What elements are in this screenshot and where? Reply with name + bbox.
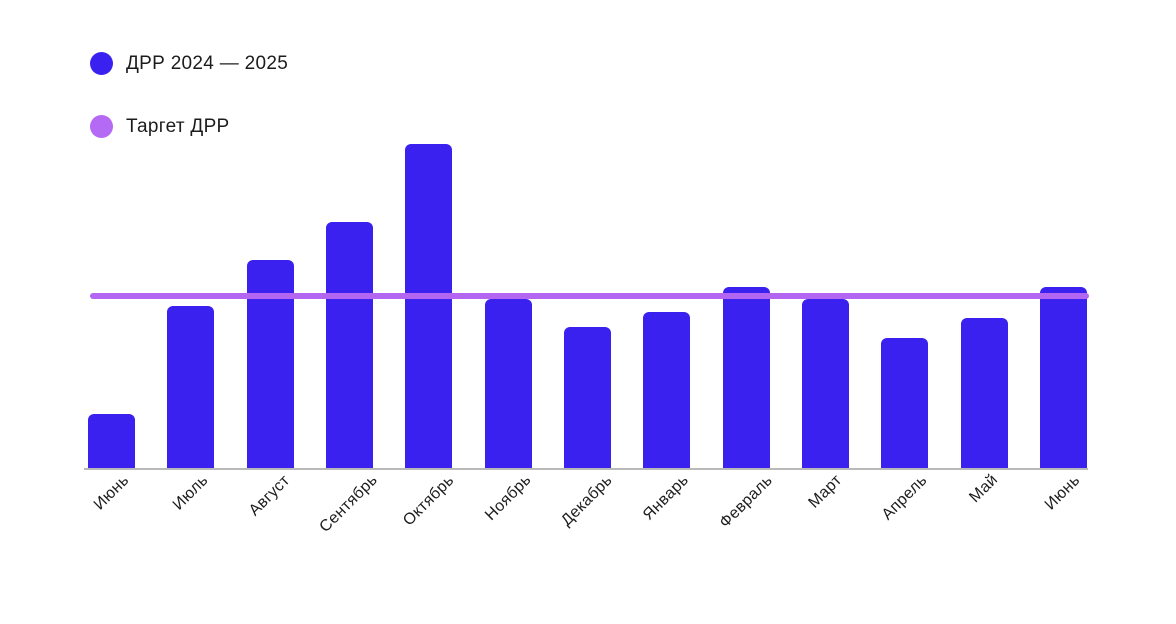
bar-5 xyxy=(405,144,452,469)
legend-series-label: ДРР 2024 — 2025 xyxy=(126,52,289,74)
x-tick-label: Ноябрь xyxy=(482,471,535,524)
x-tick-label: Апрель xyxy=(878,471,931,524)
x-axis-labels: Июнь Июль Август Сентябрь Октябрь Ноябрь Декаб… xyxy=(88,469,1088,589)
target-line xyxy=(90,293,1089,299)
bar-1 xyxy=(88,414,135,469)
x-tick-label: Октябрь xyxy=(400,471,458,530)
legend-series-dot-icon xyxy=(90,52,113,75)
plot-area xyxy=(84,130,1089,470)
x-tick-label: Май xyxy=(966,471,1002,507)
x-tick-label: Январь xyxy=(639,471,693,524)
legend-item-drr: ДРР 2024 — 2025 xyxy=(90,52,288,75)
bar-6 xyxy=(485,299,532,469)
bar-10 xyxy=(802,299,849,469)
bar-13 xyxy=(1040,287,1087,469)
bar-11 xyxy=(881,338,928,469)
legend-target-dot-icon xyxy=(90,115,113,138)
x-tick-label: Июнь xyxy=(90,471,133,514)
x-tick-label: Июнь xyxy=(1041,471,1084,514)
x-tick-label: Февраль xyxy=(716,471,776,532)
x-tick-label: Июль xyxy=(169,471,212,514)
x-axis-line xyxy=(84,468,1088,470)
bar-3 xyxy=(247,260,294,469)
bar-2 xyxy=(167,306,214,469)
bar-8 xyxy=(643,312,690,469)
x-tick-label: Декабрь xyxy=(558,471,616,530)
legend-target-label: Таргет ДРР xyxy=(126,115,230,137)
x-tick-label: Март xyxy=(805,471,846,512)
legend-item-target: Таргет ДРР xyxy=(90,115,230,138)
x-tick-label: Август xyxy=(245,471,294,520)
bar-7 xyxy=(564,327,611,469)
bar-12 xyxy=(961,318,1008,469)
x-tick-label: Сентябрь xyxy=(316,471,381,536)
bar-9 xyxy=(723,287,770,469)
bar-4 xyxy=(326,222,373,469)
